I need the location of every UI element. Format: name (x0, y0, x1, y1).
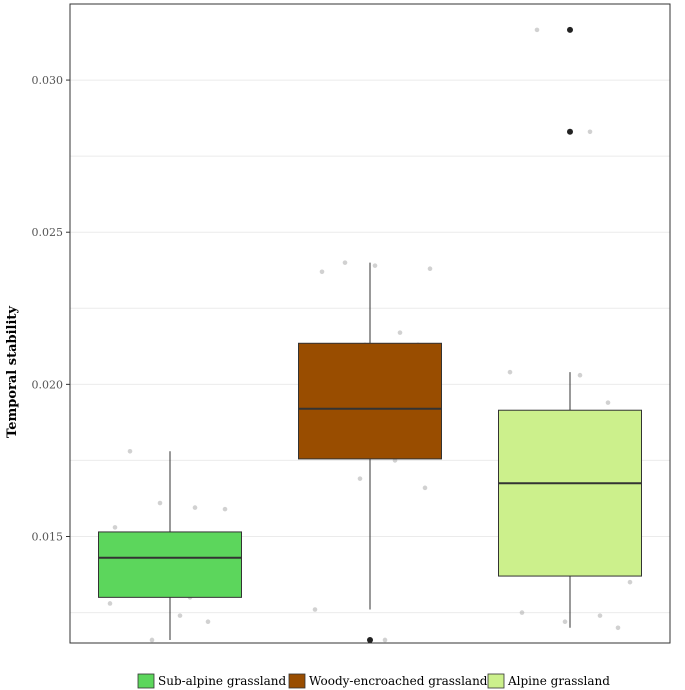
data-point (372, 263, 378, 268)
legend-key (288, 673, 306, 689)
data-point (597, 613, 603, 618)
data-point (577, 372, 583, 378)
data-point (127, 449, 133, 454)
y-tick-label: 0.030 (32, 74, 64, 87)
y-axis: 0.015 0.020 0.025 0.030 (32, 74, 70, 544)
box-group (98, 449, 242, 643)
box (498, 409, 642, 577)
data-point (107, 601, 113, 606)
legend-key (137, 673, 155, 689)
data-point (382, 637, 388, 643)
data-point (312, 607, 318, 612)
data-point (562, 619, 568, 624)
data-point (319, 269, 325, 275)
legend: Sub-alpine grassland Woody-encroached gra… (137, 673, 610, 689)
data-point (397, 330, 403, 335)
panel-border (69, 3, 671, 644)
data-point (627, 579, 633, 585)
data-point (149, 637, 155, 643)
box-group (498, 26, 642, 631)
data-point (605, 400, 611, 405)
data-point (157, 500, 163, 506)
data-point (205, 619, 211, 624)
data-point (177, 613, 183, 618)
outlier-point (567, 26, 573, 33)
data-point (534, 27, 540, 33)
data-point (587, 129, 593, 135)
box-group (298, 260, 442, 643)
y-axis-title: Temporal stability (5, 306, 20, 438)
data-point (507, 369, 513, 375)
legend-label: Woody-encroached grassland (309, 674, 488, 688)
y-tick-label: 0.015 (32, 531, 64, 544)
data-point (357, 476, 363, 481)
data-point (519, 610, 525, 615)
data-point (342, 260, 348, 265)
box (98, 531, 242, 598)
plot-area (69, 3, 671, 644)
data-point (222, 506, 228, 512)
y-tick-label: 0.025 (32, 226, 64, 239)
outlier-point (367, 636, 373, 643)
box (298, 342, 442, 460)
data-point (192, 505, 198, 510)
legend-key (487, 673, 505, 689)
legend-label: Sub-alpine grassland (158, 674, 286, 688)
data-point (112, 525, 118, 530)
data-point (422, 485, 428, 491)
data-point (427, 266, 433, 272)
legend-label: Alpine grassland (507, 674, 610, 688)
data-point (615, 625, 621, 631)
y-tick-label: 0.020 (32, 378, 64, 391)
outlier-point (567, 128, 573, 135)
